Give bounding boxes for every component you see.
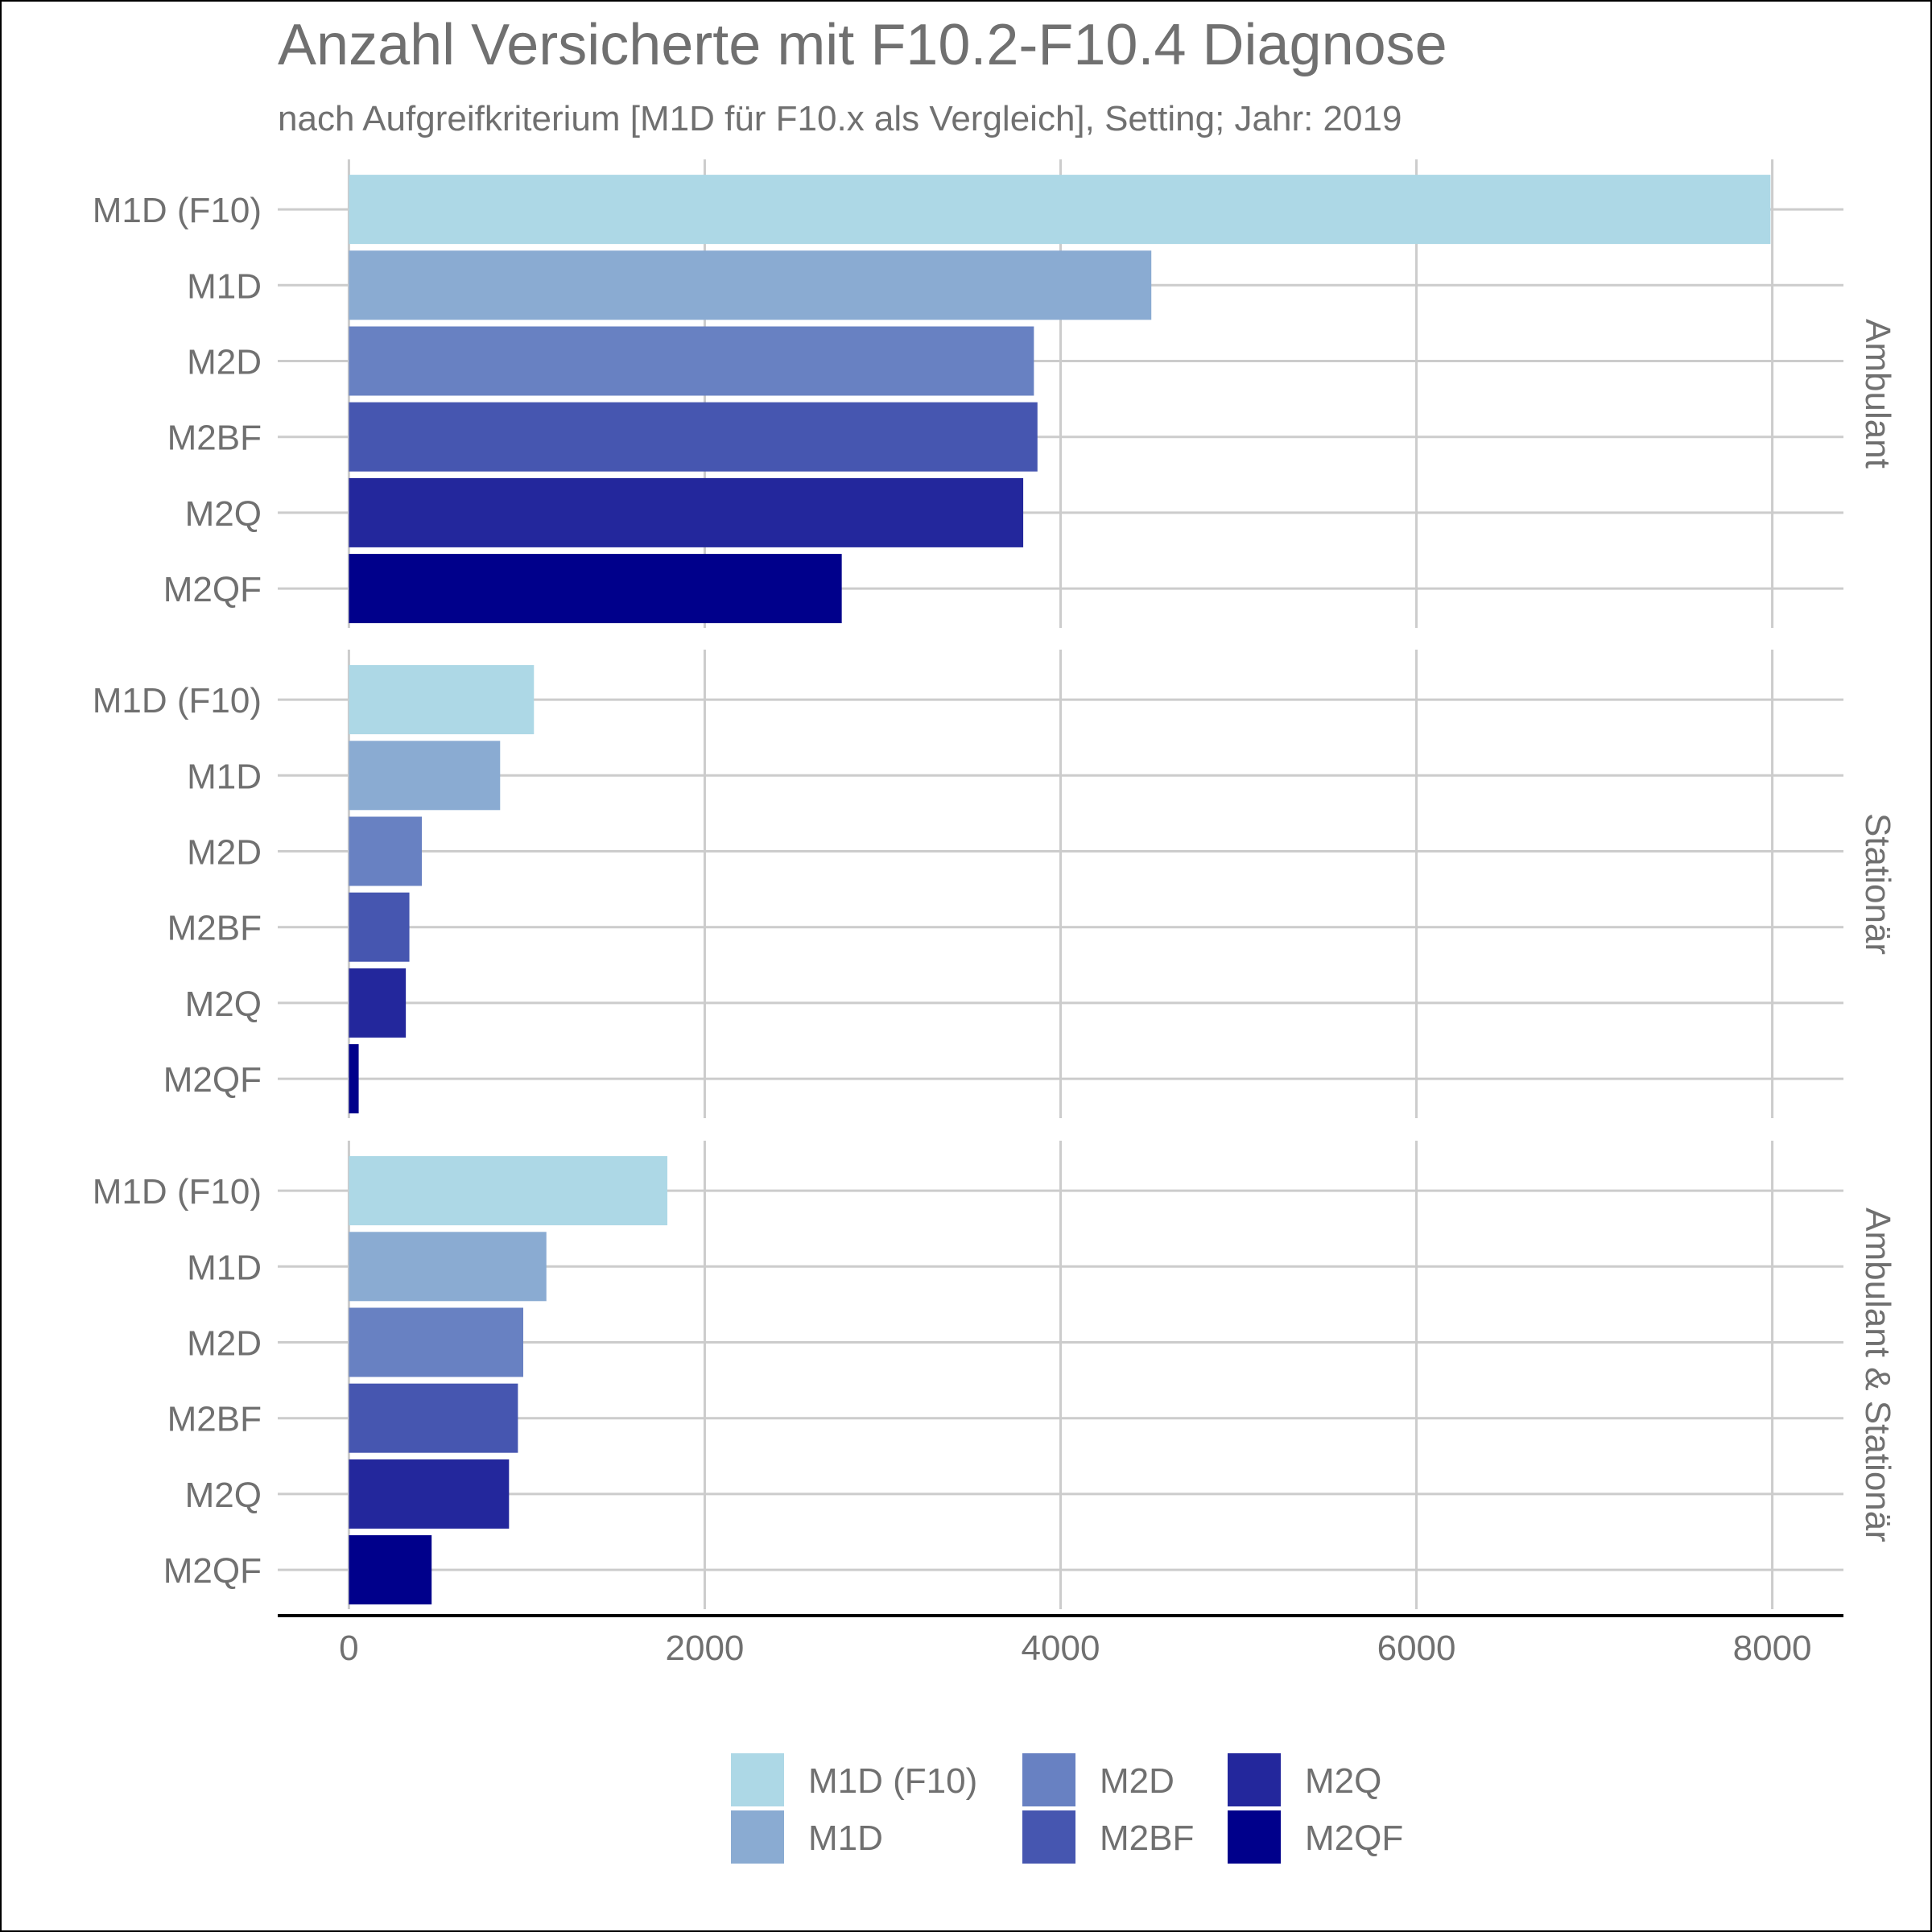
bar bbox=[349, 741, 501, 811]
bar bbox=[349, 554, 842, 624]
y-tick-label: M2QF bbox=[163, 1060, 262, 1100]
y-tick-label: M1D bbox=[187, 757, 262, 796]
x-axis: 0 2000 4000 6000 8000 bbox=[278, 1614, 1843, 1668]
legend-item: M2BF bbox=[1022, 1810, 1194, 1864]
y-tick-label: M1D (F10) bbox=[93, 1172, 262, 1212]
y-tick-label: M2QF bbox=[163, 1551, 262, 1591]
bar bbox=[349, 1535, 432, 1605]
legend-label: M2Q bbox=[1305, 1761, 1381, 1801]
x-tick-label: 6000 bbox=[1377, 1629, 1456, 1668]
bar bbox=[349, 1307, 524, 1377]
x-tick-label: 8000 bbox=[1733, 1629, 1812, 1668]
y-tick-label: M1D (F10) bbox=[93, 681, 262, 720]
facet-strip-label: Ambulant bbox=[1858, 319, 1897, 469]
bar bbox=[349, 326, 1034, 396]
y-tick-label: M2Q bbox=[185, 985, 262, 1024]
bar bbox=[349, 175, 1771, 245]
y-tick-label: M2Q bbox=[185, 494, 262, 534]
bar bbox=[349, 968, 407, 1038]
legend-label: M1D (F10) bbox=[808, 1761, 977, 1801]
bar bbox=[349, 477, 1024, 547]
legend-swatch bbox=[731, 1810, 784, 1864]
legend-swatch bbox=[1228, 1753, 1281, 1806]
legend: M1D (F10) M1D M2D M2BF M2Q M2QF bbox=[731, 1753, 1403, 1864]
y-tick-label: M2D bbox=[187, 833, 262, 873]
panel-2: M1D (F10) M1D M2D M2BF M2Q M2QF Ambulant & Sta… bbox=[93, 1141, 1897, 1609]
y-tick-label: M2BF bbox=[167, 909, 262, 948]
legend-swatch bbox=[731, 1753, 784, 1806]
legend-label: M1D bbox=[808, 1818, 883, 1858]
bar bbox=[349, 402, 1038, 472]
y-tick-label: M2QF bbox=[163, 570, 262, 609]
legend-swatch bbox=[1022, 1810, 1075, 1864]
bar bbox=[349, 665, 535, 735]
legend-label: M2BF bbox=[1100, 1818, 1194, 1858]
y-tick-label: M1D bbox=[187, 1248, 262, 1287]
y-tick-label: M2BF bbox=[167, 1400, 262, 1439]
legend-item: M1D bbox=[731, 1810, 883, 1864]
panel-1: M1D (F10) M1D M2D M2BF M2Q M2QF Stationär bbox=[93, 650, 1897, 1118]
y-tick-label: M1D bbox=[187, 266, 262, 306]
bar bbox=[349, 1044, 359, 1114]
bar bbox=[349, 892, 410, 962]
legend-item: M2QF bbox=[1228, 1810, 1403, 1864]
legend-item: M1D (F10) bbox=[731, 1753, 977, 1806]
bar bbox=[349, 1459, 510, 1529]
legend-swatch bbox=[1022, 1753, 1075, 1806]
chart-title: Anzahl Versicherte mit F10.2-F10.4 Diagn… bbox=[278, 13, 1447, 77]
legend-swatch bbox=[1228, 1810, 1281, 1864]
bar bbox=[349, 816, 423, 886]
y-tick-label: M2Q bbox=[185, 1476, 262, 1515]
bar bbox=[349, 1383, 518, 1453]
x-tick-label: 0 bbox=[339, 1629, 358, 1668]
facet-strip-label: Stationär bbox=[1858, 813, 1897, 955]
legend-item: M2D bbox=[1022, 1753, 1174, 1806]
x-tick-label: 4000 bbox=[1022, 1629, 1100, 1668]
y-tick-label: M1D (F10) bbox=[93, 191, 262, 230]
legend-label: M2D bbox=[1100, 1761, 1174, 1801]
legend-label: M2QF bbox=[1305, 1818, 1403, 1858]
y-tick-label: M2BF bbox=[167, 419, 262, 458]
legend-item: M2Q bbox=[1228, 1753, 1381, 1806]
x-tick-label: 2000 bbox=[666, 1629, 745, 1668]
bar bbox=[349, 250, 1152, 320]
chart-subtitle: nach Aufgreifkriterium [M1D für F10.x al… bbox=[278, 99, 1402, 138]
bar bbox=[349, 1232, 547, 1302]
y-tick-label: M2D bbox=[187, 343, 262, 382]
panel-0: M1D (F10) M1D M2D M2BF M2Q M2QF Ambulant bbox=[93, 159, 1897, 628]
bar bbox=[349, 1156, 668, 1226]
y-tick-label: M2D bbox=[187, 1324, 262, 1364]
facet-strip-label: Ambulant & Stationär bbox=[1858, 1208, 1897, 1542]
